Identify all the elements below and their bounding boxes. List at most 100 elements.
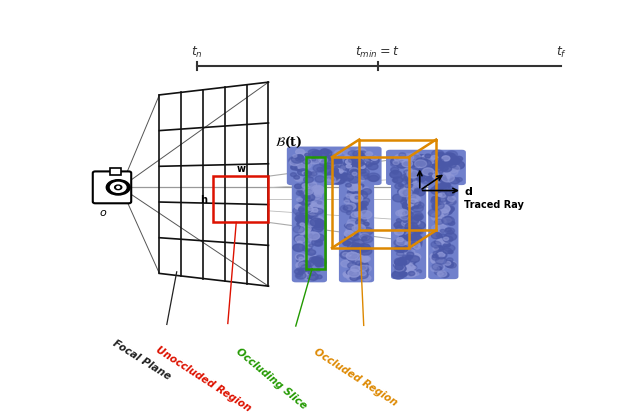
Circle shape bbox=[340, 206, 352, 213]
Circle shape bbox=[329, 173, 342, 181]
Circle shape bbox=[430, 231, 442, 238]
Circle shape bbox=[431, 151, 444, 159]
Circle shape bbox=[335, 166, 339, 169]
Circle shape bbox=[432, 263, 443, 271]
Circle shape bbox=[312, 186, 323, 193]
Circle shape bbox=[314, 259, 326, 267]
Circle shape bbox=[298, 206, 305, 210]
Circle shape bbox=[443, 153, 454, 160]
Circle shape bbox=[395, 266, 406, 273]
FancyBboxPatch shape bbox=[93, 172, 131, 204]
Circle shape bbox=[351, 213, 359, 218]
Circle shape bbox=[342, 175, 353, 181]
Circle shape bbox=[294, 235, 307, 243]
Text: w: w bbox=[236, 164, 245, 173]
Circle shape bbox=[346, 184, 351, 188]
Circle shape bbox=[300, 228, 310, 235]
Text: $t_{min} = t$: $t_{min} = t$ bbox=[355, 45, 400, 60]
Circle shape bbox=[364, 235, 369, 238]
Circle shape bbox=[402, 247, 412, 252]
Circle shape bbox=[354, 225, 365, 232]
Circle shape bbox=[312, 240, 323, 246]
Circle shape bbox=[413, 240, 422, 246]
Circle shape bbox=[401, 267, 410, 273]
Circle shape bbox=[314, 187, 324, 195]
Circle shape bbox=[301, 163, 307, 166]
Circle shape bbox=[403, 202, 415, 211]
Circle shape bbox=[420, 177, 431, 184]
Circle shape bbox=[335, 161, 342, 165]
Circle shape bbox=[306, 214, 314, 219]
Circle shape bbox=[305, 219, 314, 225]
Circle shape bbox=[365, 163, 372, 167]
Circle shape bbox=[435, 257, 447, 265]
Circle shape bbox=[446, 206, 454, 212]
Circle shape bbox=[409, 185, 413, 188]
Circle shape bbox=[438, 159, 446, 164]
Circle shape bbox=[447, 169, 458, 176]
Circle shape bbox=[359, 233, 369, 240]
Circle shape bbox=[360, 257, 369, 262]
Circle shape bbox=[426, 178, 431, 181]
Circle shape bbox=[444, 236, 453, 243]
Circle shape bbox=[350, 275, 358, 281]
Circle shape bbox=[299, 191, 308, 197]
Circle shape bbox=[441, 166, 452, 173]
Circle shape bbox=[361, 228, 373, 235]
Circle shape bbox=[445, 263, 454, 268]
Circle shape bbox=[443, 216, 452, 223]
Circle shape bbox=[394, 223, 403, 229]
Circle shape bbox=[297, 166, 301, 169]
Circle shape bbox=[394, 265, 404, 271]
Circle shape bbox=[396, 247, 403, 252]
FancyBboxPatch shape bbox=[287, 147, 381, 186]
Circle shape bbox=[294, 176, 303, 182]
Circle shape bbox=[403, 216, 412, 222]
Circle shape bbox=[397, 190, 405, 195]
Circle shape bbox=[435, 218, 446, 225]
Circle shape bbox=[351, 204, 360, 210]
Circle shape bbox=[354, 268, 361, 273]
Circle shape bbox=[417, 179, 421, 182]
Circle shape bbox=[355, 211, 361, 215]
Circle shape bbox=[435, 185, 444, 190]
Circle shape bbox=[349, 256, 356, 261]
Circle shape bbox=[323, 165, 330, 169]
Circle shape bbox=[400, 157, 412, 165]
Circle shape bbox=[445, 262, 451, 266]
Circle shape bbox=[312, 225, 323, 233]
Circle shape bbox=[393, 195, 405, 202]
Circle shape bbox=[351, 201, 362, 209]
Circle shape bbox=[355, 190, 363, 196]
Circle shape bbox=[404, 174, 417, 182]
Circle shape bbox=[435, 252, 447, 259]
Circle shape bbox=[353, 185, 362, 191]
Circle shape bbox=[410, 256, 420, 263]
Circle shape bbox=[403, 159, 410, 164]
Circle shape bbox=[434, 241, 438, 244]
Circle shape bbox=[394, 246, 404, 252]
Circle shape bbox=[444, 207, 453, 213]
Circle shape bbox=[332, 170, 339, 175]
Circle shape bbox=[445, 190, 454, 196]
Circle shape bbox=[407, 195, 419, 203]
Circle shape bbox=[440, 198, 452, 206]
Circle shape bbox=[336, 169, 343, 174]
Circle shape bbox=[432, 202, 444, 210]
Circle shape bbox=[438, 192, 445, 196]
Circle shape bbox=[359, 211, 372, 219]
Bar bbox=[306, 158, 324, 269]
Circle shape bbox=[290, 160, 300, 166]
Circle shape bbox=[344, 165, 353, 171]
Circle shape bbox=[296, 191, 303, 196]
Circle shape bbox=[364, 160, 372, 165]
Circle shape bbox=[308, 183, 317, 188]
Circle shape bbox=[291, 173, 296, 177]
Circle shape bbox=[305, 212, 310, 216]
Circle shape bbox=[390, 159, 402, 166]
Circle shape bbox=[412, 273, 416, 276]
Circle shape bbox=[416, 177, 420, 180]
Circle shape bbox=[362, 236, 372, 243]
Circle shape bbox=[439, 171, 443, 174]
Circle shape bbox=[349, 188, 360, 194]
